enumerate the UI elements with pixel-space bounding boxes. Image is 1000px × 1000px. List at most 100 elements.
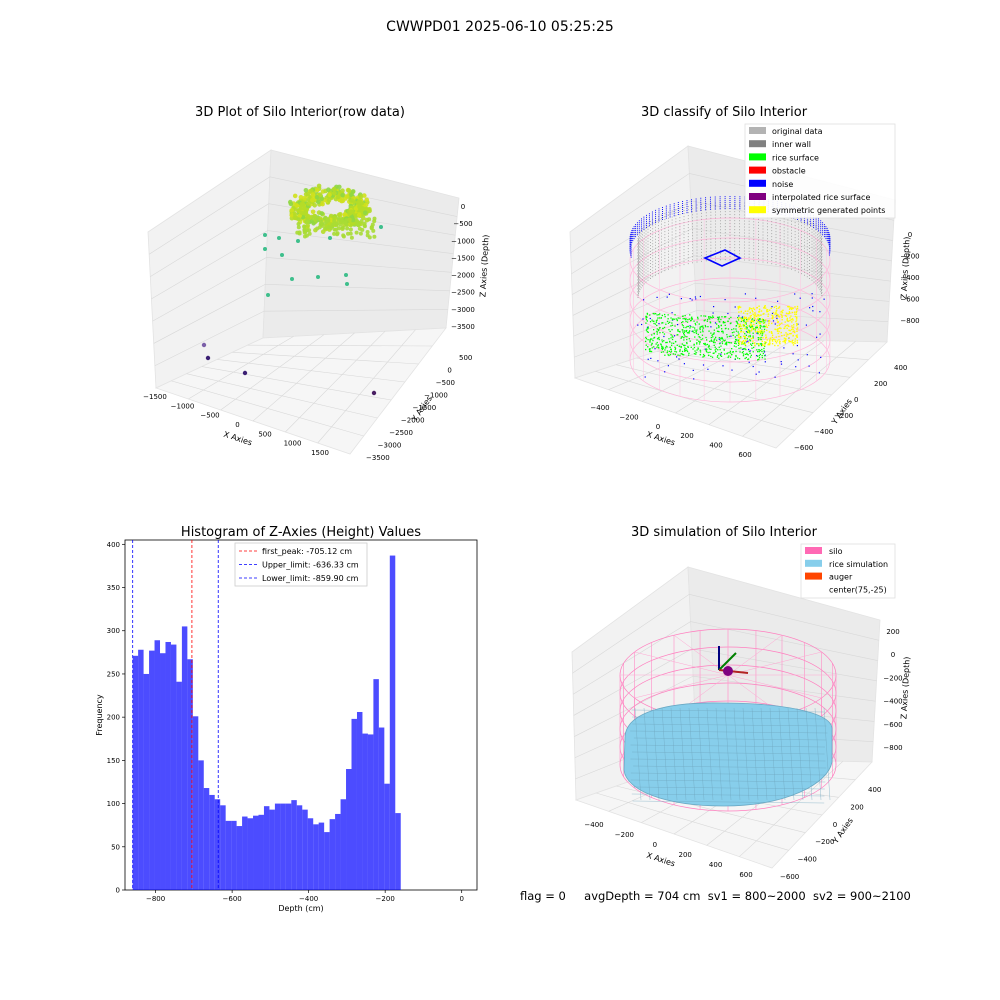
sim-z-tick-label: −200 <box>883 674 902 682</box>
rice-surface-points <box>660 343 662 345</box>
rice-surface-points <box>692 326 694 328</box>
raw-point <box>341 233 346 238</box>
sim-x-tick-label: −400 <box>584 821 603 829</box>
rice-mesh-line <box>631 751 825 755</box>
raw-point <box>277 236 281 240</box>
rice-surface-points <box>718 331 720 333</box>
noise-points <box>777 300 779 302</box>
noise-points <box>695 298 697 300</box>
rice-surface-points <box>656 331 658 333</box>
noise-points <box>693 378 695 380</box>
raw-y-tick-label: 0 <box>447 367 451 375</box>
gridline <box>217 359 405 383</box>
histogram-bar <box>307 818 314 890</box>
rice-surface-points <box>708 344 710 346</box>
symmetric-points <box>788 329 790 331</box>
symmetric-points <box>789 340 792 343</box>
symmetric-points <box>794 342 796 344</box>
symmetric-points <box>768 320 770 323</box>
histogram-bar <box>187 659 193 890</box>
raw-point <box>306 201 311 206</box>
raw-point <box>311 221 316 226</box>
rice-surface-points <box>656 319 658 321</box>
rice-mesh-line <box>634 707 642 801</box>
rice-surface-points <box>728 335 730 338</box>
sim-z-tick-label: −600 <box>883 721 902 729</box>
rice-surface-points <box>762 326 764 328</box>
symmetric-points <box>792 344 795 346</box>
noise-points <box>755 373 757 375</box>
rice-surface-points <box>684 347 686 349</box>
symmetric-points <box>793 342 795 344</box>
rice-surface-points <box>677 317 679 319</box>
rice-surface-points <box>733 328 735 330</box>
rice-surface-points <box>761 356 763 359</box>
panel-simulation-x-ticks: −400 −200 0 200 400 600 <box>584 821 752 879</box>
rice-mesh-line <box>814 707 822 801</box>
symmetric-points <box>775 310 777 312</box>
noise-points <box>650 357 652 359</box>
symmetric-points <box>764 341 766 343</box>
rice-surface-points <box>751 318 754 320</box>
noise-points <box>783 347 785 349</box>
noise-points <box>720 353 722 355</box>
rice-surface-points <box>700 338 702 341</box>
rice-surface-points <box>745 323 747 325</box>
rice-surface-points <box>689 327 691 329</box>
symmetric-points <box>740 310 742 313</box>
raw-y-tick-label: −2000 <box>401 417 425 425</box>
symmetric-points <box>750 330 752 332</box>
histogram-bar <box>214 799 221 890</box>
rice-mesh-line <box>751 707 759 801</box>
histogram-bar <box>203 788 210 890</box>
raw-point <box>355 219 359 223</box>
raw-point <box>372 234 377 239</box>
symmetric-points <box>740 318 743 320</box>
cls-x-tick-label: 200 <box>680 432 693 440</box>
rice-surface-points <box>682 331 684 333</box>
raw-point <box>369 226 374 231</box>
symmetric-points <box>766 326 769 328</box>
rice-surface-points <box>718 337 720 339</box>
noise-points <box>764 354 766 356</box>
rice-surface-points <box>656 330 658 332</box>
rice-surface-points <box>746 353 748 355</box>
rice-surface-points <box>745 348 747 351</box>
rice-surface-points <box>706 343 708 346</box>
rice-surface-points <box>764 326 766 328</box>
symmetric-points <box>781 314 783 316</box>
symmetric-points <box>789 317 791 319</box>
rice-surface-points <box>699 326 701 328</box>
symmetric-points <box>770 331 773 333</box>
cls-x-tick-label: 600 <box>738 451 751 459</box>
rice-surface-points <box>681 353 684 356</box>
rice-mesh-line <box>715 707 723 801</box>
symmetric-points <box>765 341 768 344</box>
rice-surface-points <box>764 358 766 360</box>
raw-point <box>296 217 301 222</box>
raw-point <box>332 227 337 232</box>
rice-surface-points <box>667 354 669 356</box>
raw-point <box>302 230 307 235</box>
cls-y-tick-label: 0 <box>854 396 858 404</box>
rice-surface-points <box>744 348 746 350</box>
rice-surface-points <box>686 350 689 353</box>
legend-label: Upper_limit: -636.33 cm <box>262 561 359 570</box>
symmetric-points <box>750 338 752 340</box>
histogram-bar <box>285 803 292 890</box>
rice-surface-points <box>718 321 720 323</box>
symmetric-points <box>738 305 740 308</box>
rice-surface-points <box>750 326 752 328</box>
rice-surface-points <box>750 354 752 356</box>
rice-mesh-line <box>652 707 660 801</box>
noise-points <box>713 306 715 308</box>
gridline <box>153 283 450 344</box>
noise-points <box>637 324 639 326</box>
symmetric-points <box>746 325 749 327</box>
symmetric-points <box>754 317 756 320</box>
rice-surface-points <box>679 330 681 333</box>
rice-surface-points <box>680 353 682 355</box>
rice-surface-points <box>696 342 698 344</box>
noise-points <box>731 369 733 371</box>
raw-point <box>332 218 337 223</box>
